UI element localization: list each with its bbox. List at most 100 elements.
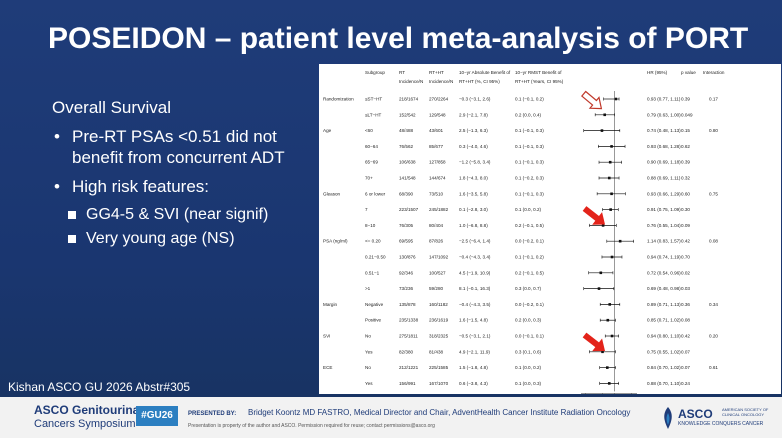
row-pvalue: 0.62 [681, 144, 690, 149]
subheader-abs: RT+HT (%, CI 95%) [459, 79, 500, 84]
row-rtht: 87/826 [429, 239, 443, 244]
row-hr-text: 0.72 (0.54, 0.96) [647, 270, 681, 275]
row-rt: 141/548 [399, 176, 416, 181]
row-rt: 135/878 [399, 302, 416, 307]
asco-logo-text: ASCO [678, 407, 713, 421]
hr-point [600, 129, 604, 132]
hashtag-badge: #GU26 [136, 406, 178, 426]
citation: Kishan ASCO GU 2026 Abstr#305 [8, 380, 191, 394]
forest-plot: Subgroup RT RT+HT 10−yr Absolute Benefit of… [323, 70, 725, 404]
hr-point [607, 382, 611, 385]
row-rt: 76/305 [399, 223, 413, 228]
row-rmst-benefit: 0.1 (0.0, 0.2) [515, 365, 542, 370]
row-subgroup: ≤LT−HT [365, 112, 382, 117]
row-rt: 68/390 [399, 191, 413, 196]
row-subgroup: 7 [365, 207, 368, 212]
row-subgroup: Yes [365, 381, 373, 386]
row-rt: 48/488 [399, 128, 413, 133]
row-pvalue: 0.39 [681, 97, 690, 102]
hr-point [601, 224, 605, 227]
row-hr-text: 0.88 (0.70, 1.10) [647, 381, 681, 386]
row-abs-benefit: 4.5 (−1.9, 10.9) [459, 270, 491, 275]
asco-gu-logo-line2: Cancers Symposium [34, 418, 136, 430]
row-rtht: 318/2325 [429, 334, 449, 339]
row-rmst-benefit: 0.1 (−0.1, 0.3) [515, 160, 544, 165]
hr-point [610, 334, 614, 338]
row-interaction: 0.75 [709, 191, 718, 196]
row-rt: 73/236 [399, 286, 413, 291]
row-rtht: 225/1585 [429, 365, 449, 370]
row-hr-text: 0.93 (0.68, 1.28) [647, 144, 681, 149]
left-text-panel: Overall Survival Pre-RT PSAs <0.51 did n… [52, 98, 320, 253]
header-subgroup: Subgroup [365, 70, 385, 75]
row-hr-text: 1.14 (0.83, 1.57) [647, 239, 681, 244]
row-group-label: SVI [323, 334, 330, 339]
row-hr-text: 0.89 (0.71, 1.13) [647, 302, 681, 307]
row-rt: 92/346 [399, 270, 413, 275]
header-pvalue: p value [681, 70, 696, 75]
row-abs-benefit: 0.3 (−4.0, 4.6) [459, 144, 488, 149]
row-rmst-benefit: 0.2 (−0.1, 0.5) [515, 223, 544, 228]
row-interaction: 0.08 [709, 239, 718, 244]
row-pvalue: 0.08 [681, 318, 690, 323]
row-rtht: 236/1619 [429, 318, 449, 323]
row-pvalue: 0.42 [681, 239, 690, 244]
red-arrow-icon [582, 332, 606, 352]
asco-logo-tagline: AMERICAN SOCIETY OF CLINICAL ONCOLOGY [722, 407, 769, 417]
presenter-name: Bridget Koontz MD FASTRO, Medical Direct… [248, 408, 631, 417]
row-rtht: 129/548 [429, 112, 446, 117]
red-arrow-shape [582, 332, 606, 352]
row-hr-text: 0.69 (0.48, 0.98) [647, 286, 681, 291]
row-subgroup: ≤ST−HT [365, 97, 382, 102]
subheader-rtht: Incidence/N [429, 79, 453, 84]
row-rmst-benefit: 0.1 (−0.1, 0.3) [515, 191, 544, 196]
row-pvalue: 0.03 [681, 286, 690, 291]
row-abs-benefit: 2.5 (−1.3, 6.3) [459, 128, 488, 133]
row-rmst-benefit: 0.1 (−0.1, 0.3) [515, 144, 544, 149]
row-rt: 223/1507 [399, 207, 419, 212]
row-subgroup: 0.21−0.50 [365, 255, 386, 260]
row-rmst-benefit: 0.1 (−0.2, 0.3) [515, 176, 544, 181]
hr-point [597, 287, 601, 290]
row-pvalue: 0.02 [681, 270, 690, 275]
row-rtht: 85/677 [429, 144, 443, 149]
row-subgroup: No [365, 334, 371, 339]
header-rtht: RT+HT [429, 70, 444, 75]
asco-gu-logo-line1: ASCO Genitourinary [34, 403, 151, 417]
row-subgroup: Positive [365, 318, 382, 323]
row-pvalue: 0.32 [681, 176, 690, 181]
section-heading: Overall Survival [52, 98, 172, 117]
red-arrow-icon [582, 206, 606, 225]
row-rtht: 73/510 [429, 191, 443, 196]
footer-bar: ASCO Genitourinary Cancers Symposium #GU… [0, 397, 782, 438]
row-subgroup: 8−10 [365, 223, 376, 228]
row-rtht: 270/2264 [429, 97, 449, 102]
hr-point [605, 366, 609, 369]
row-subgroup: 6 or lower [365, 191, 386, 196]
row-hr-text: 0.85 (0.71, 1.02) [647, 318, 681, 323]
row-abs-benefit: −0.5 (−3.1, 2.1) [459, 334, 491, 339]
row-pvalue: 0.07 [681, 365, 690, 370]
row-rmst-benefit: 0.3 (0.0, 0.7) [515, 286, 542, 291]
row-rt: 212/1221 [399, 365, 419, 370]
row-rtht: 59/280 [429, 286, 443, 291]
row-subgroup: 70+ [365, 176, 373, 181]
hr-point [609, 208, 612, 211]
row-rt: 156/991 [399, 381, 416, 386]
row-rtht: 245/1882 [429, 207, 449, 212]
row-rt: 152/542 [399, 112, 416, 117]
row-abs-benefit: 0.1 (−2.8, 3.0) [459, 207, 488, 212]
sub-bullet-gg: GG4-5 & SVI (near signif) [52, 205, 320, 225]
hr-point [610, 192, 613, 196]
row-subgroup: 0.51−1 [365, 270, 380, 275]
row-subgroup: 65−69 [365, 160, 378, 165]
row-hr-text: 0.94 (0.80, 1.10) [647, 334, 681, 339]
row-pvalue: 0.07 [681, 349, 690, 354]
row-rt: 235/1338 [399, 318, 419, 323]
row-hr-text: 0.90 (0.69, 1.18) [647, 160, 681, 165]
row-abs-benefit: 1.5 (−1.8, 4.8) [459, 365, 488, 370]
sub-bullet-age: Very young age (NS) [52, 229, 320, 249]
row-subgroup: No [365, 365, 371, 370]
row-subgroup: 60−64 [365, 144, 378, 149]
hr-point [608, 303, 612, 306]
